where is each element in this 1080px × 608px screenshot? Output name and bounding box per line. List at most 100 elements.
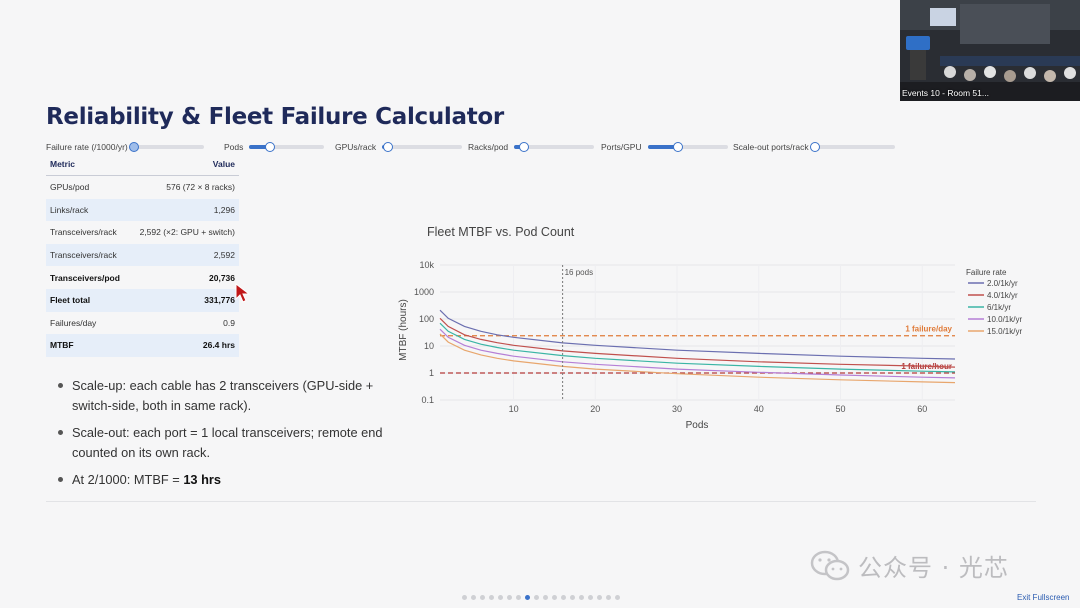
legend-item: 10.0/1k/yr [987, 315, 1022, 324]
bullet-item: Scale-up: each cable has 2 transceivers … [56, 376, 396, 415]
slider-handle[interactable] [383, 142, 394, 152]
table-row: Links/rack 1,296 [46, 198, 239, 222]
value-cell: 0.9 [223, 317, 235, 328]
pagination-dot[interactable] [480, 595, 485, 600]
divider [46, 501, 1036, 502]
chart-legend[interactable]: Failure rate 2.0/1k/yr 4.0/1k/yr 6/1k/yr 10… [966, 268, 1022, 336]
legend-item: 15.0/1k/yr [987, 327, 1022, 336]
slide-pagination[interactable] [462, 595, 620, 600]
pagination-dot[interactable] [570, 595, 575, 600]
pagination-dot[interactable] [615, 595, 620, 600]
video-caption: Events 10 - Room 51... [902, 88, 989, 98]
ports-per-gpu-slider[interactable]: Ports/GPU [601, 141, 728, 153]
pagination-dot[interactable] [588, 595, 593, 600]
pagination-dot[interactable] [597, 595, 602, 600]
metric-cell: Links/rack [46, 198, 129, 222]
y-tick-label: 1000 [414, 287, 434, 297]
metric-cell: Transceivers/rack [46, 243, 129, 267]
ports-per-gpu-label: Ports/GPU [601, 142, 642, 152]
racks-per-pod-label: Racks/pod [468, 142, 509, 152]
wechat-icon [810, 550, 850, 580]
pagination-dot[interactable] [489, 595, 494, 600]
watermark: 公众号 · 光芯 [810, 548, 1009, 583]
slider-handle[interactable] [809, 142, 820, 152]
pagination-dot[interactable] [552, 595, 557, 600]
racks-per-pod-slider[interactable]: Racks/pod [468, 141, 595, 153]
bullet-text: Scale-out: each port = 1 local transceiv… [72, 425, 383, 460]
slider-handle[interactable] [673, 142, 684, 152]
metric-cell: Failures/day [50, 317, 97, 328]
scale-out-ports-label: Scale-out ports/rack [733, 142, 809, 152]
pagination-dot[interactable] [516, 595, 521, 600]
exit-fullscreen-link[interactable]: Exit Fullscreen [1017, 593, 1070, 602]
metrics-table: Metric Value GPUs/pod 576 (72 × 8 racks)… [46, 154, 239, 357]
table-row: GPUs/pod 576 (72 × 8 racks) [46, 176, 239, 199]
value-cell: 331,776 [128, 288, 239, 312]
value-cell: 2,592 [128, 243, 239, 267]
bullet-text: At 2/1000: MTBF = [72, 472, 184, 487]
bullet-list: Scale-up: each cable has 2 transceivers … [56, 376, 396, 498]
slider-fill [249, 145, 270, 149]
series-line [439, 333, 956, 384]
pods-label: Pods [224, 142, 244, 152]
pagination-dot[interactable] [543, 595, 548, 600]
chart-grid [440, 264, 955, 401]
value-column-header: Value [128, 154, 239, 176]
y-tick-label: 10k [419, 260, 434, 270]
pagination-dot[interactable] [606, 595, 611, 600]
pagination-dot[interactable] [534, 595, 539, 600]
pagination-dot[interactable] [507, 595, 512, 600]
x-tick-label: 50 [836, 404, 846, 414]
mtbf-chart[interactable]: Fleet MTBF vs. Pod Count 0.1 1 10 100 1000 10… [390, 218, 1040, 438]
slider-track[interactable] [647, 142, 728, 152]
chart-title: Fleet MTBF vs. Pod Count [427, 225, 575, 239]
failure-rate-slider[interactable]: Failure rate (/1000/yr) [46, 141, 204, 153]
slider-track[interactable] [128, 142, 204, 152]
scale-out-ports-slider[interactable]: Scale-out ports/rack [733, 141, 895, 153]
table-header-row: Metric Value [46, 154, 239, 176]
gpus-per-rack-slider[interactable]: GPUs/rack [335, 141, 463, 153]
legend-item: 4.0/1k/yr [987, 291, 1018, 300]
metric-cell: Fleet total [46, 288, 129, 312]
y-tick-label: 1 [429, 368, 434, 378]
series-line [439, 317, 956, 368]
value-cell: 576 (72 × 8 racks) [166, 182, 235, 193]
legend-title: Failure rate [966, 268, 1007, 277]
slider-handle[interactable] [128, 142, 139, 152]
table-row: Transceivers/pod 20,736 [46, 266, 239, 289]
series-line [439, 309, 956, 360]
x-axis-label: Pods [686, 420, 709, 431]
video-frame [900, 0, 1080, 101]
slider-track[interactable] [249, 142, 325, 152]
value-cell: 20,736 [209, 272, 235, 283]
pagination-dot[interactable] [579, 595, 584, 600]
watermark-text: 公众号 · 光芯 [858, 554, 1009, 582]
slider-handle[interactable] [264, 142, 275, 152]
metric-cell: Transceivers/pod [50, 272, 120, 283]
failure-rate-label: Failure rate (/1000/yr) [46, 142, 128, 152]
pagination-dot[interactable] [561, 595, 566, 600]
slider-track[interactable] [809, 142, 895, 152]
table-row: Failures/day 0.9 [46, 312, 239, 335]
legend-item: 6/1k/yr [987, 303, 1011, 312]
table-row: Transceivers/rack 2,592 [46, 243, 239, 267]
pagination-dot[interactable] [471, 595, 476, 600]
y-axis-label: MTBF (hours) [398, 299, 409, 361]
slider-track[interactable] [514, 142, 595, 152]
value-cell: 2,592 (×2: GPU + switch) [139, 227, 235, 238]
metric-column-header: Metric [46, 154, 129, 176]
pagination-dot[interactable] [498, 595, 503, 600]
bullet-item: At 2/1000: MTBF = 13 hrs [56, 470, 396, 490]
slider-handle[interactable] [518, 142, 529, 152]
mouse-cursor-icon [235, 282, 251, 303]
value-cell: 1,296 [128, 198, 239, 222]
pagination-dot[interactable] [525, 595, 530, 600]
pods-slider[interactable]: Pods [224, 141, 325, 153]
slider-track[interactable] [382, 142, 463, 152]
x-tick-label: 40 [754, 404, 764, 414]
pagination-dot[interactable] [462, 595, 467, 600]
speaker-video[interactable]: Events 10 - Room 51... [900, 0, 1080, 101]
table-row: MTBF 26.4 hrs [46, 334, 239, 357]
